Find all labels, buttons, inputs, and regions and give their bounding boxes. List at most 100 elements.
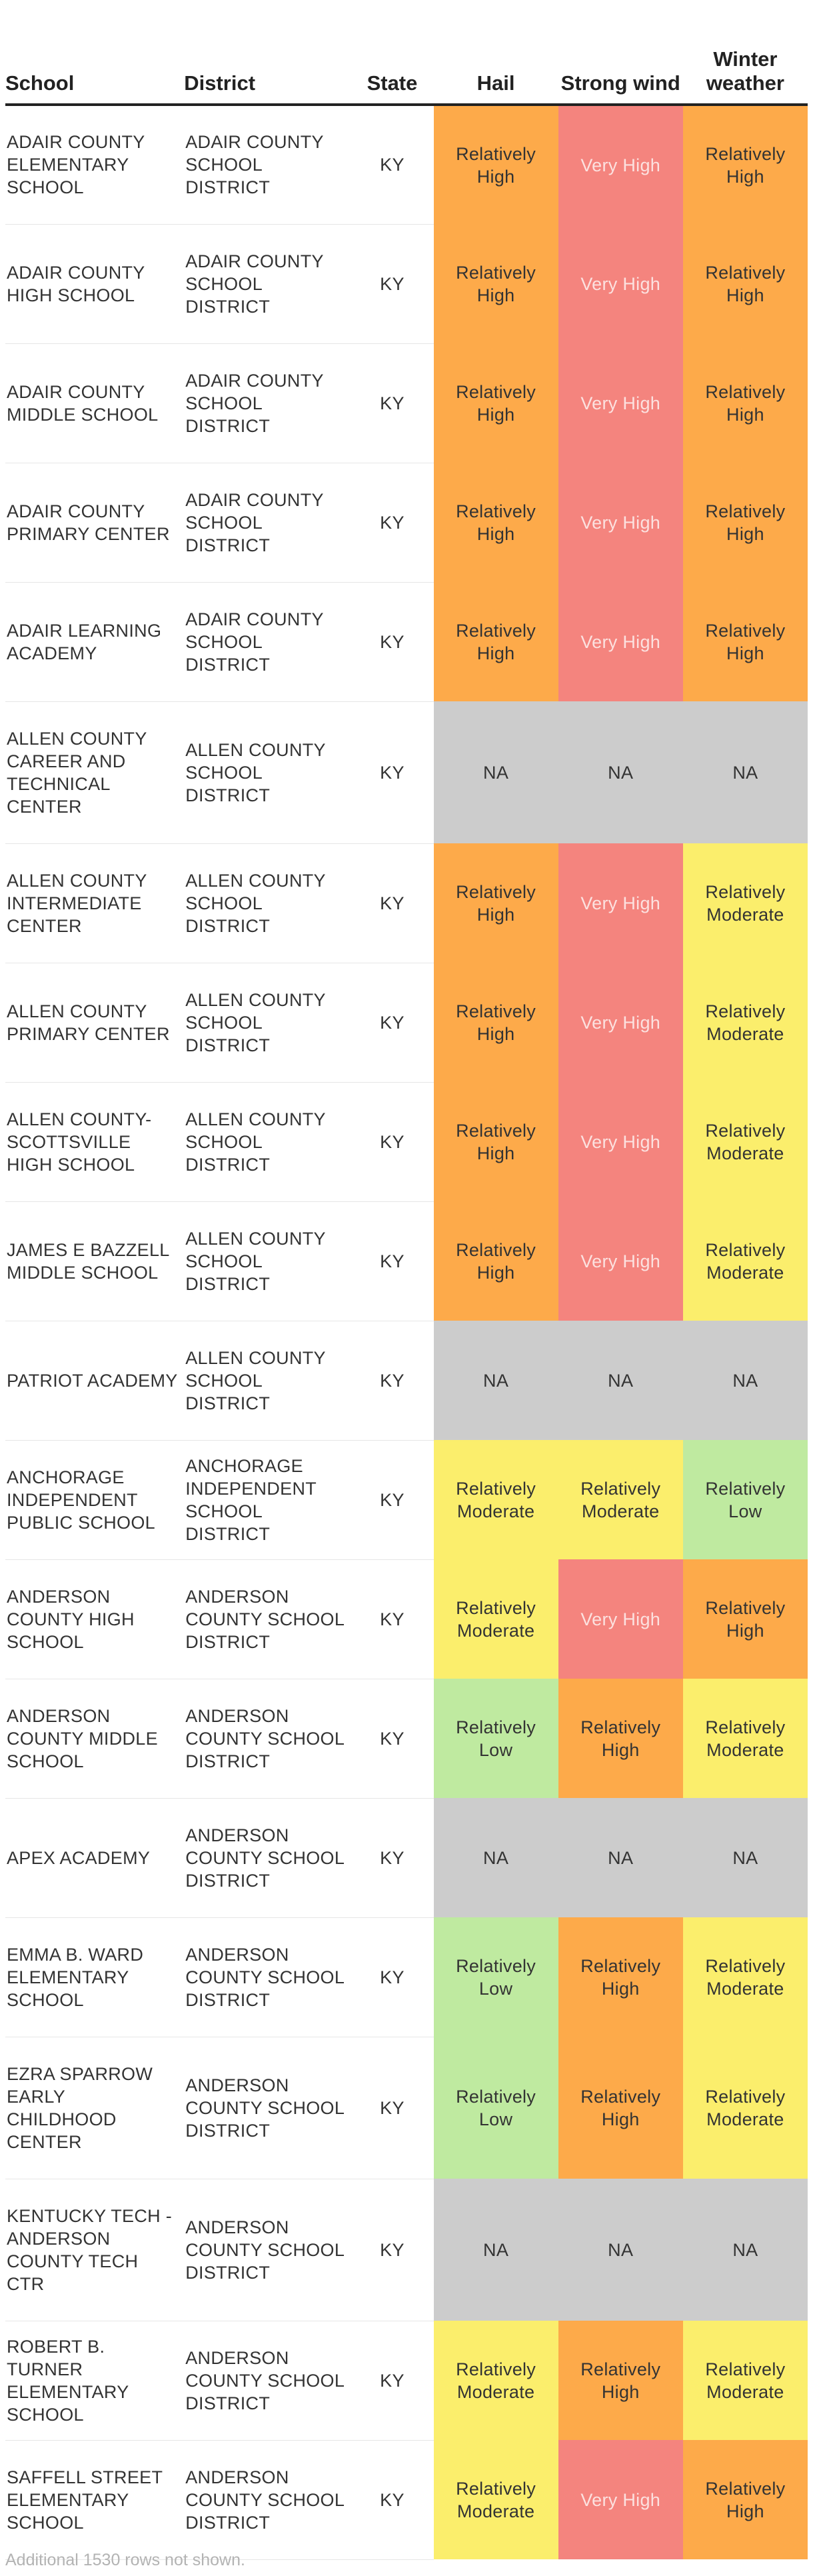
hail-risk-cell: Relatively High — [433, 343, 558, 463]
strong-wind-risk-cell: Very High — [558, 105, 683, 224]
table-row: ALLEN COUNTY INTERMEDIATE CENTER ALLEN CO… — [5, 843, 808, 963]
table-row: ALLEN COUNTY CAREER AND TECHNICAL CENTER… — [5, 701, 808, 844]
state-cell: KY — [351, 1440, 434, 1560]
hail-risk-cell: Relatively Moderate — [433, 1440, 558, 1559]
district-cell: ANDERSON COUNTY SCHOOL DISTRICT — [184, 2179, 351, 2321]
hail-risk-cell: Relatively Low — [433, 1679, 558, 1798]
school-cell: KENTUCKY TECH - ANDERSON COUNTY TECH CTR — [5, 2179, 185, 2321]
winter-weather-risk-cell: Relatively Moderate — [682, 2037, 808, 2179]
hail-risk-cell: Relatively Moderate — [433, 2440, 558, 2559]
school-cell: ANDERSON COUNTY HIGH SCHOOL — [5, 1559, 185, 1679]
table-row: ADAIR COUNTY HIGH SCHOOL ADAIR COUNTY SCH… — [5, 224, 808, 344]
hail-risk-cell: Relatively High — [433, 963, 558, 1082]
district-cell: ANDERSON COUNTY SCHOOL DISTRICT — [184, 2321, 351, 2441]
hail-risk-cell: NA — [433, 2179, 558, 2321]
state-cell: KY — [351, 1201, 434, 1321]
strong-wind-risk-cell: Relatively High — [558, 2321, 683, 2440]
school-cell: EMMA B. WARD ELEMENTARY SCHOOL — [5, 1917, 185, 2037]
district-cell: ANDERSON COUNTY SCHOOL DISTRICT — [184, 1798, 351, 1918]
state-cell: KY — [351, 2037, 434, 2179]
winter-weather-risk-cell: Relatively High — [682, 2440, 808, 2559]
hail-risk-cell: Relatively High — [433, 105, 558, 224]
winter-weather-risk-cell: Relatively Moderate — [682, 1201, 808, 1321]
state-cell: KY — [351, 582, 434, 702]
school-cell: ADAIR COUNTY MIDDLE SCHOOL — [5, 343, 185, 463]
hail-risk-cell: Relatively Low — [433, 1917, 558, 2037]
district-cell: ANDERSON COUNTY SCHOOL DISTRICT — [184, 1679, 351, 1799]
header-winter-weather[interactable]: Winter weather — [682, 0, 808, 106]
winter-weather-risk-cell: Relatively Moderate — [682, 963, 808, 1082]
table-row: ANCHORAGE INDEPENDENT PUBLIC SCHOOL ANCHO… — [5, 1440, 808, 1560]
school-cell: ALLEN COUNTY PRIMARY CENTER — [5, 963, 185, 1083]
district-cell: ALLEN COUNTY SCHOOL DISTRICT — [184, 843, 351, 963]
school-cell: ADAIR COUNTY HIGH SCHOOL — [5, 224, 185, 344]
header-district[interactable]: District — [184, 0, 351, 106]
table-body: ADAIR COUNTY ELEMENTARY SCHOOL ADAIR COUN… — [5, 105, 808, 2560]
table-row: KENTUCKY TECH - ANDERSON COUNTY TECH CTR… — [5, 2179, 808, 2321]
hail-risk-cell: NA — [433, 1321, 558, 1440]
school-cell: JAMES E BAZZELL MIDDLE SCHOOL — [5, 1201, 185, 1321]
header-row: School District State Hail Strong wind W… — [5, 0, 808, 106]
table-header: School District State Hail Strong wind W… — [5, 0, 808, 106]
hail-risk-cell: Relatively High — [433, 843, 558, 963]
strong-wind-risk-cell: Very High — [558, 1082, 683, 1201]
winter-weather-risk-cell: Relatively High — [682, 1559, 808, 1679]
school-cell: ADAIR COUNTY PRIMARY CENTER — [5, 463, 185, 583]
strong-wind-risk-cell: NA — [558, 701, 683, 843]
table-row: APEX ACADEMY ANDERSON COUNTY SCHOOL DISTR… — [5, 1798, 808, 1918]
header-strong-wind[interactable]: Strong wind — [558, 0, 683, 106]
state-cell: KY — [351, 701, 434, 844]
table-row: PATRIOT ACADEMY ALLEN COUNTY SCHOOL DISTR… — [5, 1321, 808, 1441]
district-cell: ANDERSON COUNTY SCHOOL DISTRICT — [184, 2440, 351, 2560]
winter-weather-risk-cell: Relatively Moderate — [682, 1082, 808, 1201]
school-cell: ANCHORAGE INDEPENDENT PUBLIC SCHOOL — [5, 1440, 185, 1560]
state-cell: KY — [351, 105, 434, 225]
table-row: ADAIR COUNTY MIDDLE SCHOOL ADAIR COUNTY S… — [5, 343, 808, 463]
state-cell: KY — [351, 1679, 434, 1799]
strong-wind-risk-cell: Very High — [558, 224, 683, 343]
state-cell: KY — [351, 2179, 434, 2321]
school-cell: ANDERSON COUNTY MIDDLE SCHOOL — [5, 1679, 185, 1799]
state-cell: KY — [351, 1798, 434, 1918]
hail-risk-cell: Relatively High — [433, 224, 558, 343]
state-cell: KY — [351, 963, 434, 1083]
hail-risk-cell: Relatively Low — [433, 2037, 558, 2179]
school-cell: EZRA SPARROW EARLY CHILDHOOD CENTER — [5, 2037, 185, 2179]
winter-weather-risk-cell: Relatively High — [682, 463, 808, 582]
hail-risk-cell: Relatively High — [433, 463, 558, 582]
school-cell: APEX ACADEMY — [5, 1798, 185, 1918]
table-row: ALLEN COUNTY PRIMARY CENTER ALLEN COUNTY … — [5, 963, 808, 1083]
header-state[interactable]: State — [351, 0, 434, 106]
district-cell: ADAIR COUNTY SCHOOL DISTRICT — [184, 463, 351, 583]
school-cell: PATRIOT ACADEMY — [5, 1321, 185, 1441]
table-row: ADAIR COUNTY ELEMENTARY SCHOOL ADAIR COUN… — [5, 105, 808, 225]
header-hail[interactable]: Hail — [433, 0, 558, 106]
school-cell: ROBERT B. TURNER ELEMENTARY SCHOOL — [5, 2321, 185, 2441]
hail-risk-cell: Relatively Moderate — [433, 1559, 558, 1679]
state-cell: KY — [351, 224, 434, 344]
state-cell: KY — [351, 1559, 434, 1679]
state-cell: KY — [351, 1321, 434, 1441]
footer-note: Additional 1530 rows not shown. — [5, 2551, 245, 2569]
district-cell: ADAIR COUNTY SCHOOL DISTRICT — [184, 343, 351, 463]
school-cell: ALLEN COUNTY CAREER AND TECHNICAL CENTER — [5, 701, 185, 844]
state-cell: KY — [351, 2440, 434, 2560]
winter-weather-risk-cell: Relatively Low — [682, 1440, 808, 1559]
school-cell: ALLEN COUNTY INTERMEDIATE CENTER — [5, 843, 185, 963]
hail-risk-cell: Relatively High — [433, 582, 558, 701]
hail-risk-cell: NA — [433, 701, 558, 843]
strong-wind-risk-cell: Relatively Moderate — [558, 1440, 683, 1559]
winter-weather-risk-cell: Relatively High — [682, 582, 808, 701]
district-cell: ANDERSON COUNTY SCHOOL DISTRICT — [184, 1559, 351, 1679]
district-cell: ANCHORAGE INDEPENDENT SCHOOL DISTRICT — [184, 1440, 351, 1560]
winter-weather-risk-cell: Relatively High — [682, 105, 808, 224]
strong-wind-risk-cell: Very High — [558, 463, 683, 582]
strong-wind-risk-cell: Relatively High — [558, 1679, 683, 1798]
winter-weather-risk-cell: Relatively Moderate — [682, 2321, 808, 2440]
table-row: ROBERT B. TURNER ELEMENTARY SCHOOL ANDERS… — [5, 2321, 808, 2441]
strong-wind-risk-cell: NA — [558, 2179, 683, 2321]
strong-wind-risk-cell: NA — [558, 1798, 683, 1917]
header-school[interactable]: School — [5, 0, 185, 106]
strong-wind-risk-cell: NA — [558, 1321, 683, 1440]
district-cell: ANDERSON COUNTY SCHOOL DISTRICT — [184, 2037, 351, 2179]
